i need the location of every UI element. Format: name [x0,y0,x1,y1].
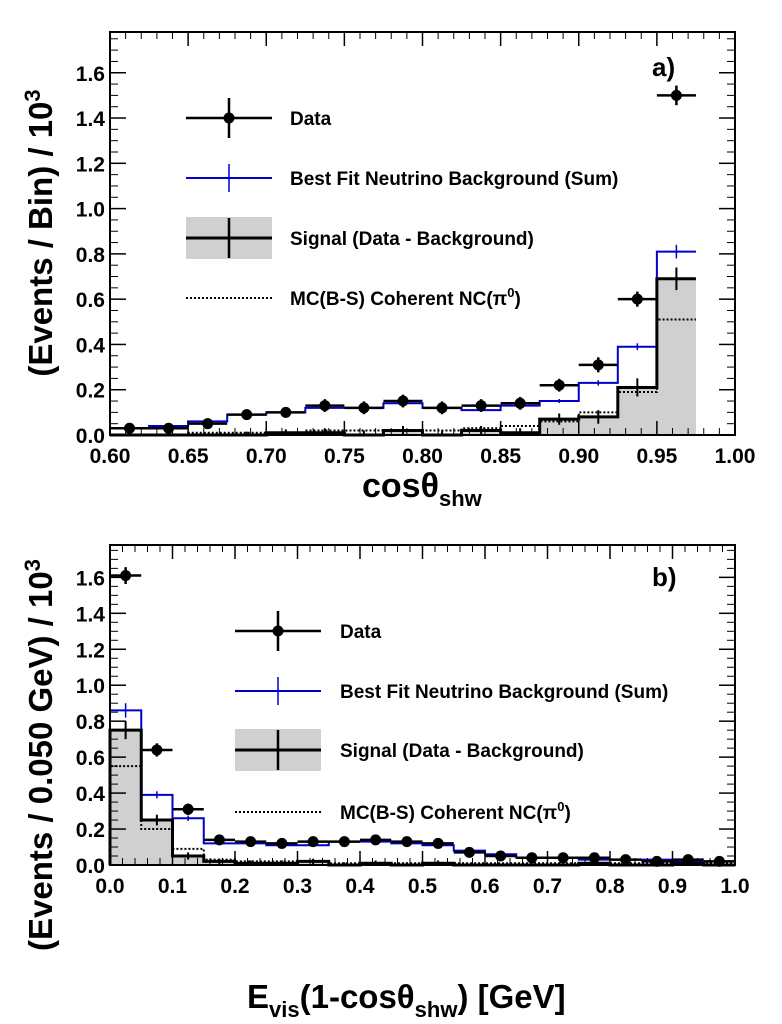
data-point [319,400,331,412]
legend-mc-label: MC(B-S) Coherent NC(π0) [340,799,571,824]
y-tick-label: 1.0 [76,199,105,222]
x-axis-label-b: Evis(1-cosθshw) [GeV] [247,978,566,1022]
x-tick-label: 0.90 [558,445,599,468]
y-axis-label-a: (Events / Bin) / 103 [20,89,59,376]
y-tick-label: 0.0 [76,425,105,448]
x-tick-label: 0.75 [324,445,365,468]
x-tick-label: 0.65 [168,445,209,468]
x-tick-label: 0.4 [345,875,375,898]
data-point [276,837,288,849]
background-line [109,250,696,435]
legend-background-label: Best Fit Neutrino Background (Sum) [340,682,668,703]
x-tick-label: 0.6 [470,875,499,898]
y-tick-label: 1.6 [76,63,105,86]
x-tick-label: 0.1 [158,875,188,898]
data-point [241,409,253,421]
data-point [202,418,214,430]
x-tick-label: 0.95 [636,445,677,468]
panel-a: 0.60 0.65 0.70 0.75 0.80 0.85 0.90 0.95 1.00 0.0 0… [20,31,756,511]
legend-data-label: Data [290,109,332,130]
y-tick-label: 0.4 [76,783,106,806]
data-point [213,834,225,846]
data-point [358,402,370,414]
x-tick-label: 0.7 [533,875,562,898]
y-tick-label: 0.6 [76,289,105,312]
data-point [436,402,448,414]
data-point [182,803,194,815]
data-point [245,836,257,848]
data-point [124,422,136,434]
y-tick-label: 1.2 [76,639,105,662]
data-point [307,836,319,848]
signal-fill [266,278,696,435]
data-point [370,834,382,846]
data-point [280,406,292,418]
x-tick-label: 1.00 [715,445,756,468]
legend-signal-label: Signal (Data - Background) [340,741,584,762]
axis-ticks-b: 0.0 0.1 0.2 0.3 0.4 0.5 0.6 0.7 0.8 0.9 1.0 0.0 0.2 0… [76,545,750,898]
legend-data-marker [223,112,235,124]
y-tick-label: 1.4 [76,603,106,626]
y-tick-label: 0.6 [76,747,105,770]
data-point [495,850,507,862]
data-point [682,854,694,866]
y-tick-label: 1.4 [76,108,106,131]
plot-area-a [109,85,696,437]
data-point [514,397,526,409]
x-tick-label: 0.80 [402,445,443,468]
data-point [397,395,409,407]
data-point [592,359,604,371]
axis-ticks-a: 0.60 0.65 0.70 0.75 0.80 0.85 0.90 0.95 1.00 0.0 0… [76,32,756,468]
legend-b: Data Best Fit Neutrino Background (Sum) Si… [235,611,668,824]
y-tick-label: 0.4 [76,334,106,357]
y-tick-label: 0.2 [76,380,105,403]
legend-data-marker [272,625,284,637]
y-tick-label: 0.2 [76,819,105,842]
data-point [163,422,175,434]
data-point [557,852,569,864]
legend-mc-label: MC(B-S) Coherent NC(π0) [290,285,521,310]
y-tick-label: 0.8 [76,244,106,267]
data-point [475,400,487,412]
x-tick-label: 0.60 [90,445,131,468]
y-axis-label-b: (Events / 0.050 GeV) / 103 [20,559,59,951]
y-tick-label: 1.2 [76,153,105,176]
data-point [526,852,538,864]
legend-data-label: Data [340,622,382,643]
data-point [553,379,565,391]
data-point [620,854,632,866]
data-point [120,570,132,582]
x-tick-label: 0.5 [408,875,438,898]
x-tick-label: 0.85 [480,445,521,468]
y-tick-label: 1.0 [76,675,105,698]
x-tick-label: 1.0 [720,875,749,898]
panel-b: 0.0 0.1 0.2 0.3 0.4 0.5 0.6 0.7 0.8 0.9 1.0 0.0 0.2 0… [20,544,750,1022]
x-tick-label: 0.0 [95,875,124,898]
y-tick-label: 1.6 [76,567,105,590]
data-point [463,846,475,858]
x-tick-label: 0.2 [220,875,249,898]
panel-label-a: a) [652,52,675,82]
legend-a: Data Best Fit Neutrino Background (Sum) Si… [186,98,618,310]
legend-background-label: Best Fit Neutrino Background (Sum) [290,169,618,190]
data-point [401,836,413,848]
x-tick-label: 0.3 [283,875,312,898]
signal-fill [110,730,704,865]
panel-label-b: b) [652,562,677,592]
data-point [588,852,600,864]
data-point [631,293,643,305]
data-point [151,744,163,756]
x-axis-label-a: cosθshw [362,467,483,511]
data-point [670,89,682,101]
data-point [432,837,444,849]
x-tick-label: 0.8 [595,875,625,898]
legend-signal-label: Signal (Data - Background) [290,229,534,250]
x-tick-label: 0.70 [246,445,287,468]
x-tick-label: 0.9 [658,875,687,898]
data-point [338,836,350,848]
y-tick-label: 0.8 [76,711,106,734]
y-tick-label: 0.0 [76,855,105,878]
